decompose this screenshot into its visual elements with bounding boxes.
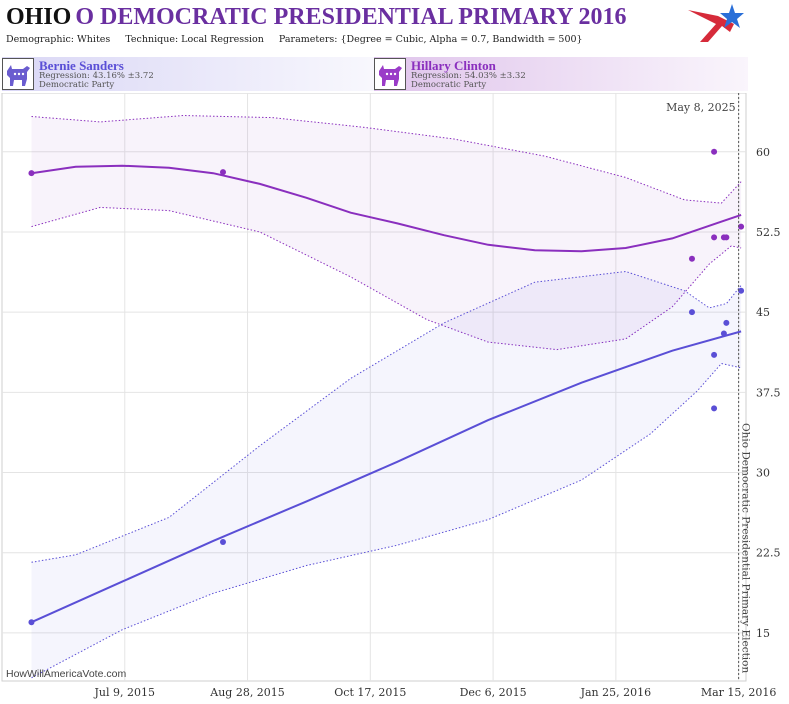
poll-point — [219, 539, 226, 546]
chart-title: OHIO O DEMOCRATIC PRESIDENTIAL PRIMARY 20… — [6, 4, 686, 34]
y-tick-label: 60 — [756, 146, 770, 159]
election-event-label: Ohio Democratic Presidential Primary Ele… — [740, 423, 752, 673]
upper-bound-line — [31, 114, 742, 204]
demographic-label: Demographic: Whites — [6, 34, 111, 45]
poll-point — [720, 330, 727, 337]
title-state: OHIO — [6, 4, 72, 30]
poll-point — [711, 234, 718, 241]
confidence-band — [31, 115, 742, 350]
x-tick-label: Jul 9, 2015 — [94, 686, 156, 699]
donkey-icon — [374, 58, 406, 90]
confidence-band — [31, 271, 742, 678]
technique-label: Technique: Local Regression — [125, 34, 264, 45]
star-flag-logo-icon — [688, 4, 744, 42]
lower-bound-line — [31, 206, 742, 351]
site-watermark: HowWillAmericaVote.com — [6, 668, 127, 680]
y-tick-label: 22.5 — [756, 547, 781, 560]
candidate-card-clinton: Hillary Clinton Regression: 54.03% ±3.32… — [374, 57, 748, 91]
x-tick-label: Dec 6, 2015 — [460, 686, 527, 699]
title-election: O DEMOCRATIC PRESIDENTIAL PRIMARY 2016 — [75, 4, 627, 30]
parameters-line: Demographic: Whites Technique: Local Reg… — [6, 34, 595, 45]
x-tick-label: Mar 15, 2016 — [701, 686, 777, 699]
upper-bound-line — [31, 270, 742, 563]
poll-point — [219, 169, 226, 176]
y-tick-label: 52.5 — [756, 226, 781, 239]
current-date-label: May 8, 2025 — [666, 101, 736, 114]
x-tick-label: Oct 17, 2015 — [334, 686, 406, 699]
poll-point — [711, 405, 718, 412]
candidate-name: Hillary Clinton — [411, 58, 496, 73]
y-tick-label: 45 — [756, 306, 770, 319]
y-tick-label: 37.5 — [756, 386, 781, 399]
poll-point — [688, 255, 695, 262]
poll-point — [738, 223, 745, 230]
regression-line — [31, 164, 742, 253]
candidate-regression: Regression: 54.03% ±3.32 — [411, 71, 526, 81]
poll-point — [711, 351, 718, 358]
y-tick-label: 15 — [756, 627, 770, 640]
candidate-name: Bernie Sanders — [39, 58, 124, 73]
regression-line — [31, 330, 742, 624]
regression-chart: 15 22.5 30 37.5 45 52.5 60 Jul 9, 2015 Aug 28, 2… — [1, 93, 781, 699]
donkey-icon — [2, 58, 34, 90]
poll-point — [688, 309, 695, 316]
poll-point — [723, 319, 730, 326]
lower-bound-line — [31, 362, 742, 679]
y-tick-label: 30 — [756, 467, 770, 480]
poll-point — [28, 619, 35, 626]
poll-point — [723, 234, 730, 241]
plot-area — [1, 93, 747, 682]
x-tick-label: Aug 28, 2015 — [209, 686, 285, 699]
poll-point — [711, 148, 718, 155]
poll-point — [738, 287, 745, 294]
candidate-party: Democratic Party — [411, 80, 487, 90]
candidate-card-sanders: Bernie Sanders Regression: 43.16% ±3.72 … — [2, 57, 376, 91]
parameters-label: Parameters: {Degree = Cubic, Alpha = 0.7… — [278, 34, 583, 45]
candidate-regression: Regression: 43.16% ±3.72 — [39, 71, 154, 81]
x-tick-label: Jan 25, 2016 — [580, 686, 652, 699]
poll-point — [28, 170, 35, 177]
candidate-party: Democratic Party — [39, 80, 115, 90]
